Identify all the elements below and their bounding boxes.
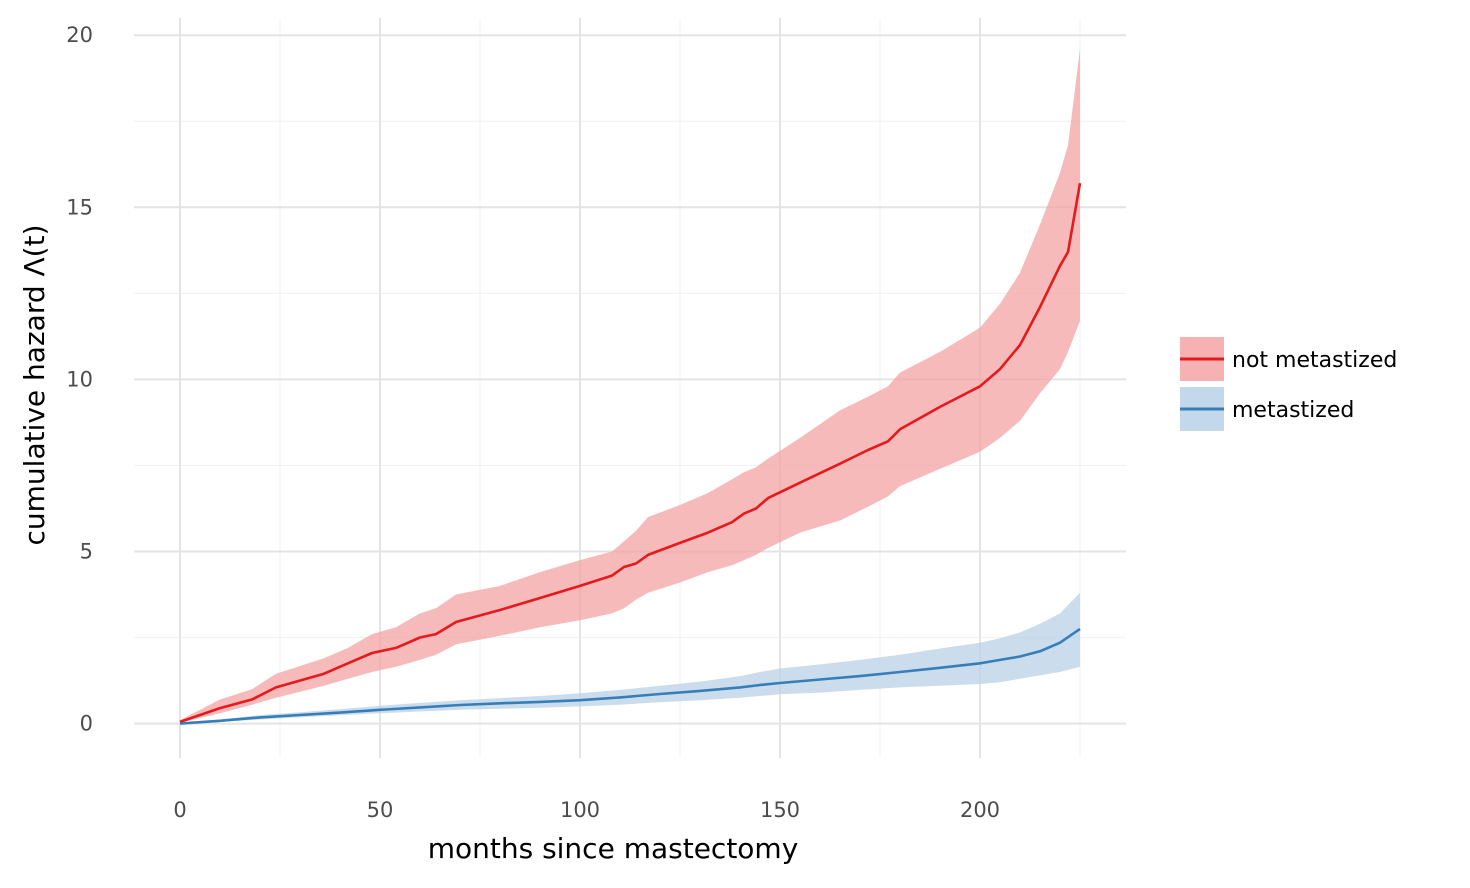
x-tick-label: 200 <box>960 798 1000 822</box>
confidence-bands <box>180 49 1080 724</box>
x-tick-label: 100 <box>560 798 600 822</box>
y-tick-label: 20 <box>66 23 93 47</box>
y-tick-label: 15 <box>66 195 93 219</box>
band-metastized <box>180 592 1080 724</box>
legend: not metastized metastized <box>1180 337 1397 431</box>
line-metastized <box>179 627 1081 725</box>
y-tick-label: 0 <box>80 712 93 736</box>
series-lines <box>179 182 1082 725</box>
tick-labels: 0 50 100 150 200 0 5 10 15 20 <box>66 23 1000 822</box>
x-tick-label: 50 <box>367 798 394 822</box>
legend-label: metastized <box>1232 398 1354 423</box>
band-not-metastized <box>180 49 1080 723</box>
x-tick-label: 150 <box>760 798 800 822</box>
y-axis-title: cumulative hazard Λ(t) <box>18 225 51 546</box>
legend-label: not metastized <box>1232 348 1397 373</box>
line-not-metastized <box>179 182 1082 724</box>
x-tick-label: 0 <box>173 798 186 822</box>
y-tick-label: 5 <box>80 539 93 563</box>
legend-item-not-metastized: not metastized <box>1180 337 1397 381</box>
x-axis-title: months since mastectomy <box>428 832 799 865</box>
legend-item-metastized: metastized <box>1180 387 1354 431</box>
y-tick-label: 10 <box>66 367 93 391</box>
